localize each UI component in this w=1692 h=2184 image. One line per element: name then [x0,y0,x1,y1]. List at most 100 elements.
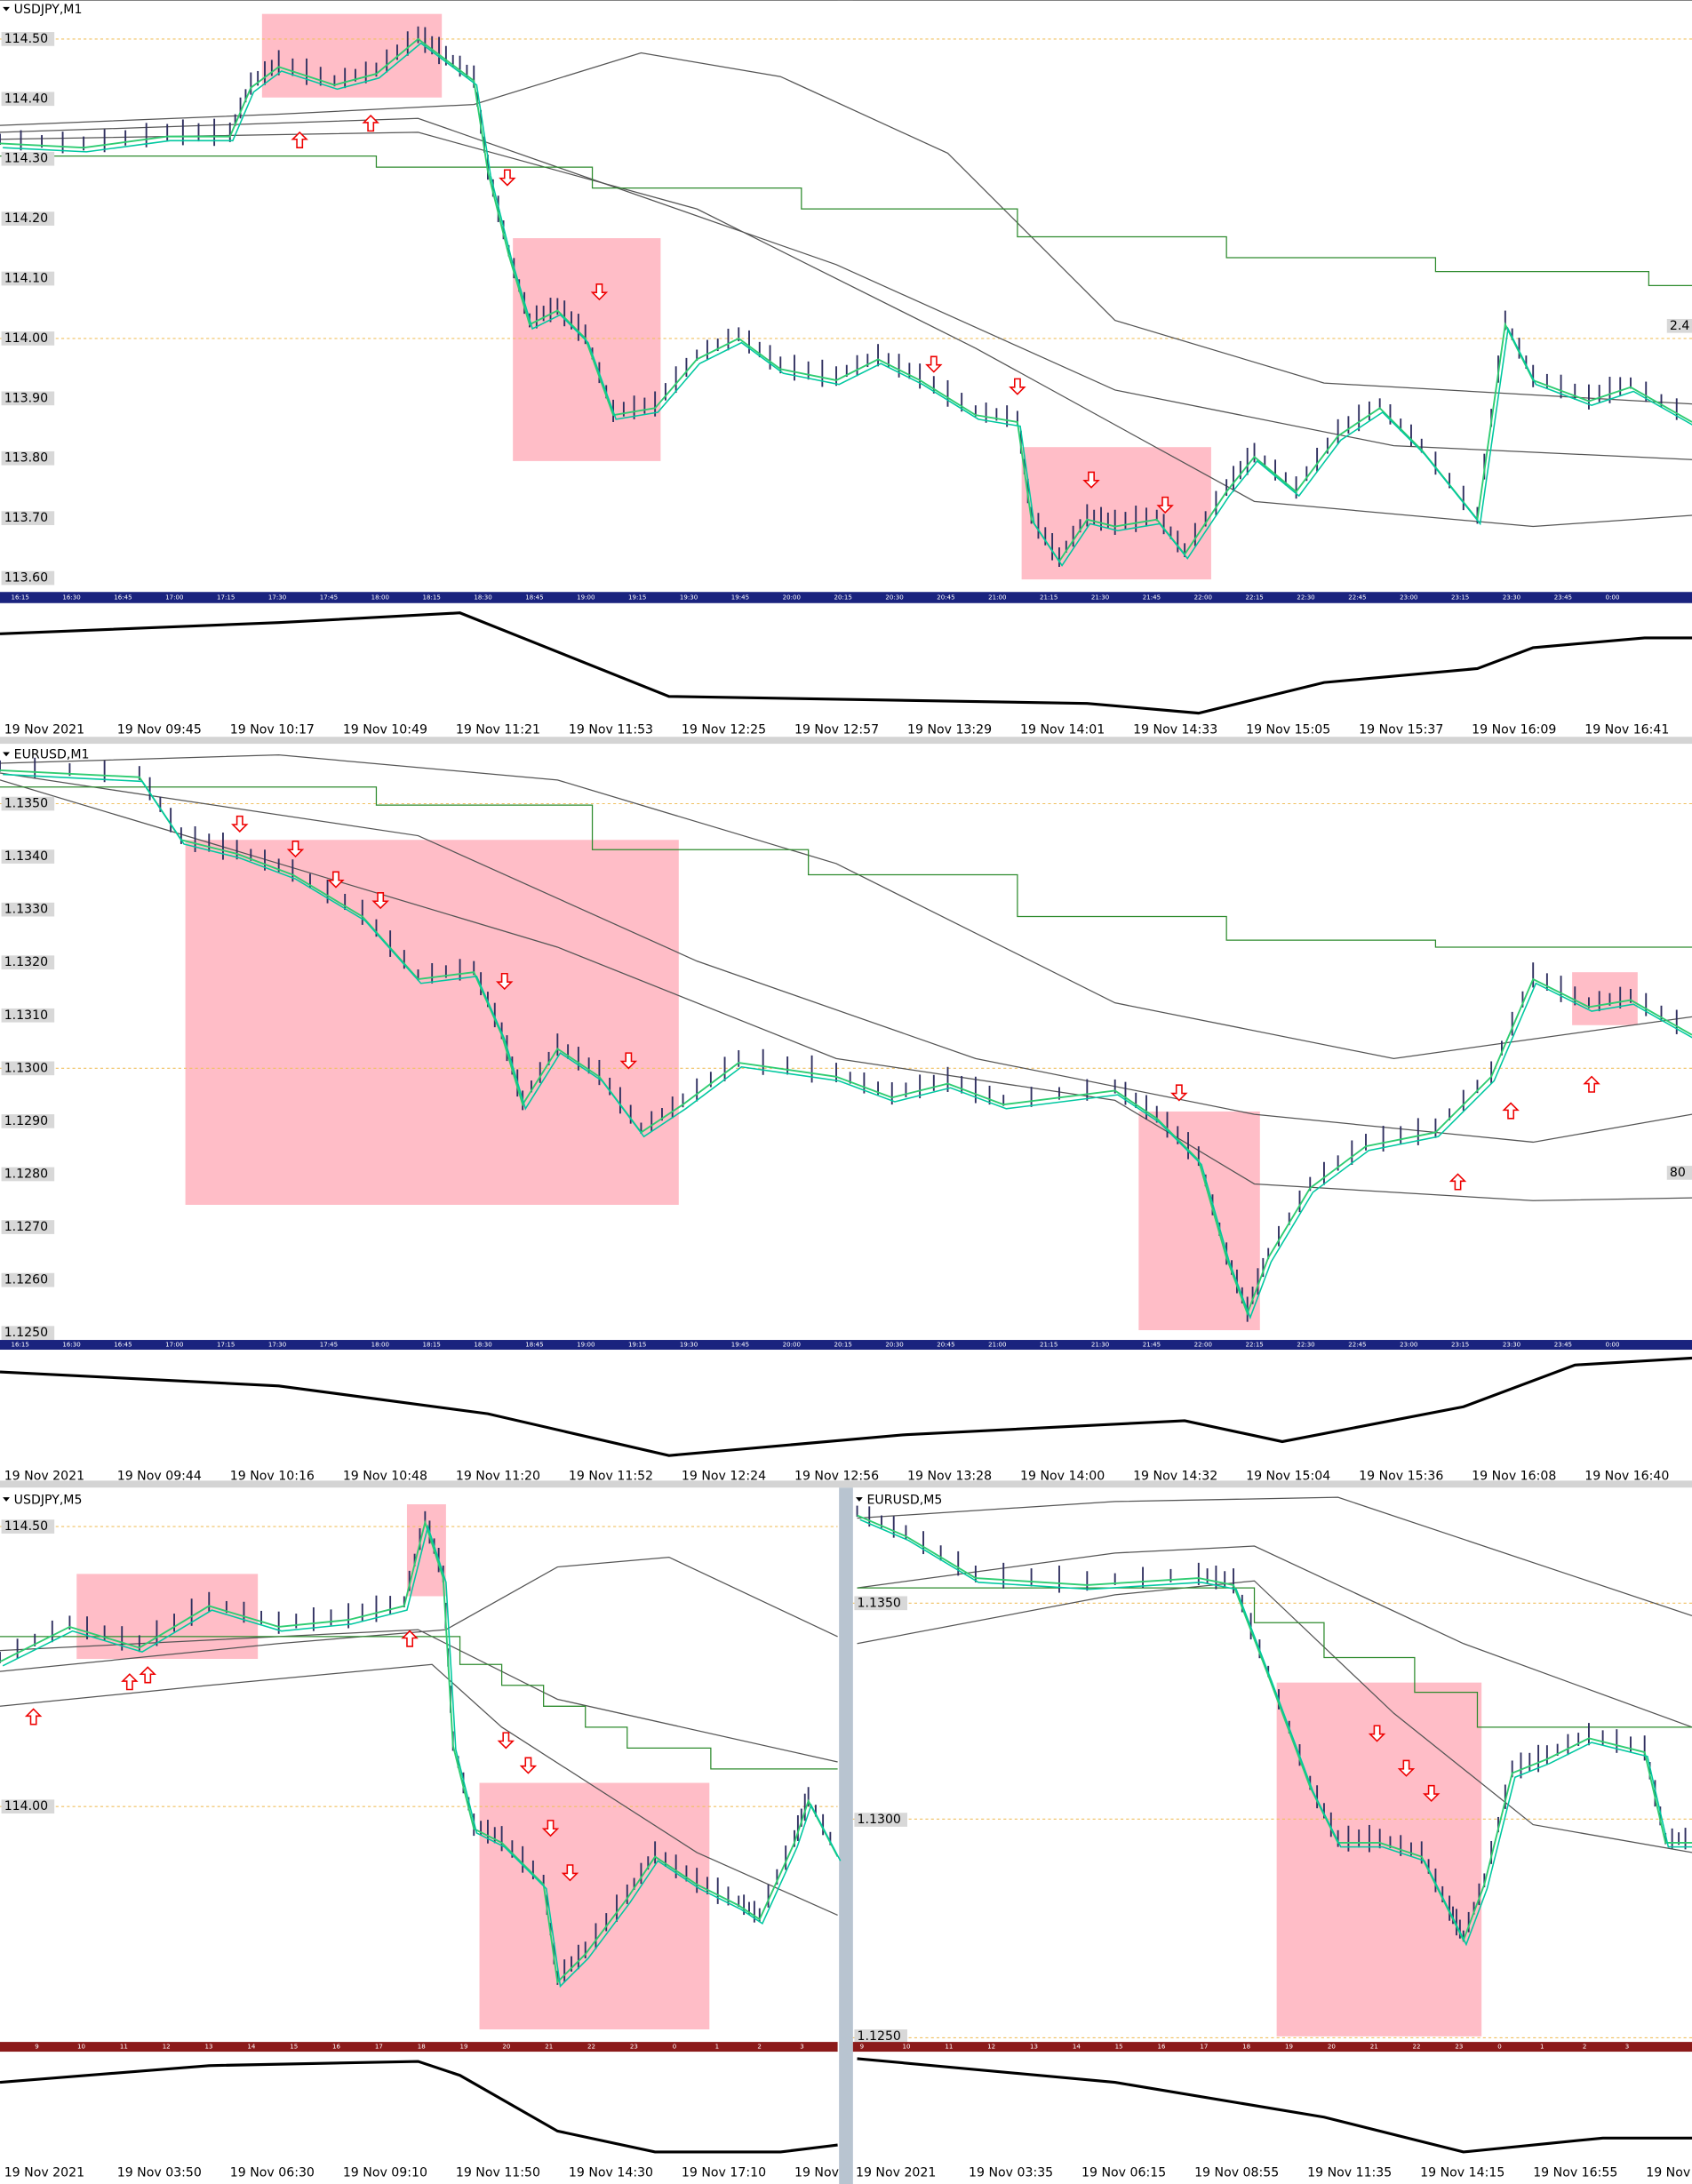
strip-label: 21:00 [988,594,1007,602]
strip-label: 19:30 [680,1341,698,1349]
price-label: 1.1330 [4,903,48,917]
strip-label: 10 [77,2043,85,2051]
strip-label: 18:00 [371,594,390,602]
time-label: 19 Nov 10:49 [343,722,427,737]
time-label: 19 Nov 09:45 [117,722,202,737]
signal-arrow [371,892,389,910]
strip-label: 15 [290,2043,298,2051]
strip-label: 15 [1115,2043,1123,2051]
strip-label: 22:00 [1194,1341,1213,1349]
strip-label: 16:45 [114,1341,132,1349]
time-label: 19 Nov 10:16 [230,1470,315,1484]
time-label: 19 Nov 16:55 [1533,2165,1617,2180]
zone [479,1782,710,2029]
moving-average [0,52,1692,405]
signal-arrow [619,1052,638,1070]
time-label: 19 Nov 11:35 [1307,2165,1392,2180]
price-label: 1.1300 [4,1061,48,1075]
price-label: 1.1270 [4,1220,48,1234]
ema-fast [3,42,1692,567]
strip-label: 17:45 [320,1341,338,1349]
time-strip [0,592,1692,603]
symbol-title: USDJPY,M5 [14,1493,83,1507]
price-label: 1.1290 [4,1114,48,1128]
strip-label: 22:00 [1194,594,1213,602]
zone [1276,1682,1482,2037]
strip-label: 0:00 [1606,1341,1620,1349]
strip-label: 16:30 [62,594,81,602]
indicator-line [0,2060,838,2154]
moving-average [857,1545,1692,1728]
signal-arrow [1082,471,1100,489]
time-label: 19 Nov 13:28 [907,1470,992,1484]
time-label: 19 Nov 03:50 [117,2165,202,2180]
time-label: 19 Nov 10:48 [343,1470,427,1484]
strip-label: 9 [35,2043,38,2051]
menu-arrow [3,1497,10,1502]
signal-arrow [327,871,345,889]
time-label: 19 Nov 03:35 [969,2165,1053,2180]
strip-label: 11 [945,2043,953,2051]
time-label: 19 Nov [1646,2165,1690,2180]
price-label: 114.00 [4,331,48,346]
price-label: 114.40 [4,92,48,106]
signal-arrow [362,115,379,132]
price-label: 114.50 [4,32,48,46]
indicator-line [0,1356,1692,1457]
time-label: 19 Nov 15:04 [1246,1470,1330,1484]
price-label: 113.60 [4,571,48,586]
zone [513,238,661,461]
moving-average [0,1556,838,1672]
signal-arrow [590,283,609,301]
separator [0,1480,1692,1488]
strip-label: 11 [120,2043,128,2051]
strip-label: 17 [375,2043,383,2051]
strip-label: 18:15 [423,1341,441,1349]
signal-arrow [401,1630,419,1647]
price-label-bg [1,1114,55,1128]
strip-label: 17:30 [268,594,287,602]
price-label: 114.30 [4,152,48,166]
strip-label: 17:30 [268,1341,287,1349]
strip-label: 20:00 [783,594,802,602]
strip-label: 19:15 [628,1341,646,1349]
strip-label: 10 [903,2043,911,2051]
strip-label: 16:45 [114,594,132,602]
price-label: 1.1350 [858,1596,901,1610]
price-label-bg [1,92,55,107]
time-label: 19 Nov 14:00 [1020,1470,1105,1484]
price-label: 114.10 [4,272,48,286]
zone [1021,447,1211,580]
price-label-bg [1,151,55,166]
price-label: 1.1250 [4,1326,48,1340]
time-strip [0,2042,838,2052]
ema-slow [0,1518,839,1984]
strip-label: 23:45 [1554,594,1572,602]
strip-label: 0:00 [1606,594,1620,602]
strip-label: 12 [987,2043,995,2051]
strip-label: 17:45 [320,594,338,602]
time-label: 19 Nov 14:32 [1133,1470,1217,1484]
signal-arrow [497,1732,515,1750]
strip-label: 20:15 [834,594,852,602]
indicator-line [857,2057,1692,2154]
strip-label: 23 [630,2043,638,2051]
time-label: 19 Nov 15:36 [1359,1470,1443,1484]
price-label: 1.1340 [4,849,48,864]
time-label: 19 Nov 14:01 [1020,722,1105,737]
price-label-bg [854,2029,908,2044]
strip-label: 18:45 [525,594,543,602]
time-label: 19 Nov 11:52 [569,1470,653,1484]
side-label-bg [1666,318,1692,333]
signal-arrow [1449,1173,1467,1191]
time-label: 19 Nov 2021 [4,722,84,737]
price-label: 113.80 [4,451,48,466]
menu-arrow [855,1497,863,1502]
strip-label: 19:15 [628,594,646,602]
strip-label: 21:00 [988,1341,1007,1349]
ema-fast [2,1524,842,1989]
strip-label: 22 [1413,2043,1421,2051]
splitter[interactable] [839,1487,853,2184]
time-label: 19 Nov 10:17 [230,722,315,737]
